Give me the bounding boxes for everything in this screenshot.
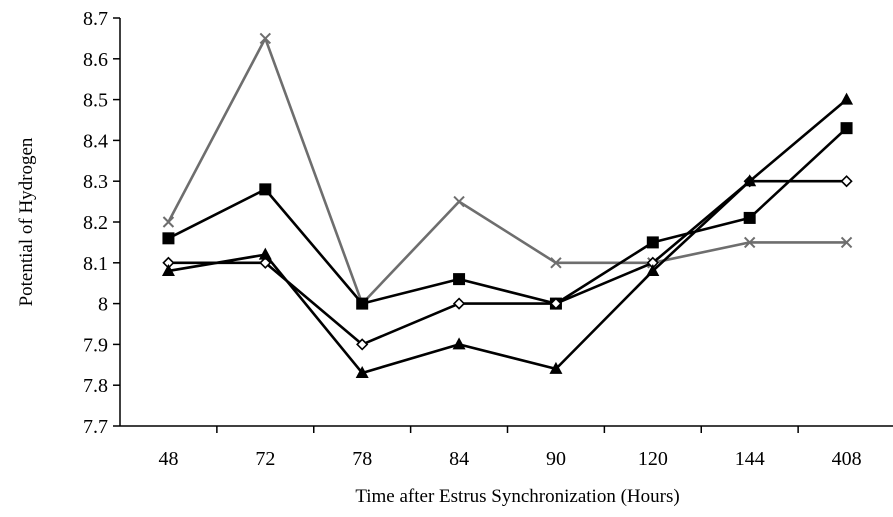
data-point-x [743, 236, 756, 249]
data-point-x [840, 236, 853, 249]
x-tick-label: 84 [449, 448, 469, 470]
x-tick-label: 90 [546, 448, 566, 470]
data-point-square [162, 232, 175, 245]
x-axis-ticks: 48 72 78 84 90 120 144 408 [158, 426, 862, 470]
data-point-triangle [743, 174, 757, 187]
x-tick-label: 408 [832, 448, 862, 470]
data-point-square [453, 273, 466, 286]
data-point-triangle [355, 365, 369, 378]
data-point-triangle [452, 337, 466, 350]
data-point-diamond [549, 297, 563, 310]
series-line [167, 127, 848, 305]
series-line [168, 98, 848, 375]
y-tick-label: 7.8 [83, 375, 108, 397]
data-point-diamond [452, 297, 466, 310]
data-point-x [162, 216, 175, 228]
data-point-diamond [840, 175, 853, 188]
y-tick-label: 8.1 [83, 253, 108, 275]
y-tick-label: 7.9 [83, 334, 108, 356]
y-tick-label: 8.2 [83, 212, 108, 234]
data-point-x [259, 32, 272, 45]
y-tick-label: 8.5 [83, 90, 108, 112]
y-axis-ticks: 7.7 7.8 7.9 8 8.1 8.2 8.3 8.4 8.5 8.6 8.7 [83, 8, 120, 438]
series-diamond [162, 175, 853, 351]
data-point-square [356, 297, 369, 310]
data-point-square [646, 236, 659, 249]
x-axis-title: Time after Estrus Synchronization (Hours… [355, 486, 679, 507]
x-tick-label: 120 [638, 448, 668, 470]
data-point-triangle [646, 263, 660, 276]
x-tick-label: 144 [735, 448, 765, 470]
series-layer [161, 32, 854, 378]
series-square [162, 122, 853, 310]
data-point-x [550, 257, 562, 269]
series-triangle [161, 92, 854, 378]
x-tick-label: 78 [352, 448, 372, 470]
series-line [167, 37, 847, 305]
y-tick-label: 8 [98, 294, 108, 316]
data-point-triangle [161, 263, 175, 276]
data-point-triangle [840, 92, 854, 105]
y-tick-label: 7.7 [83, 416, 108, 438]
data-point-square [840, 122, 853, 135]
x-tick-label: 48 [158, 448, 178, 470]
y-tick-label: 8.7 [83, 8, 108, 30]
axes-layer: 7.7 7.8 7.9 8 8.1 8.2 8.3 8.4 8.5 8.6 8.7 48 72 78 84… [83, 8, 893, 470]
data-point-square [743, 211, 756, 224]
x-tick-label: 72 [255, 448, 275, 470]
data-point-diamond [356, 338, 369, 351]
data-point-diamond [259, 256, 272, 269]
y-tick-label: 8.4 [83, 130, 108, 152]
data-point-triangle [258, 247, 272, 260]
y-axis-title: Potential of Hydrogen [16, 137, 37, 306]
data-point-x [453, 195, 465, 208]
y-tick-label: 8.3 [83, 171, 108, 193]
y-tick-label: 8.6 [83, 49, 108, 71]
data-point-triangle [549, 361, 563, 374]
data-point-square [259, 183, 272, 196]
